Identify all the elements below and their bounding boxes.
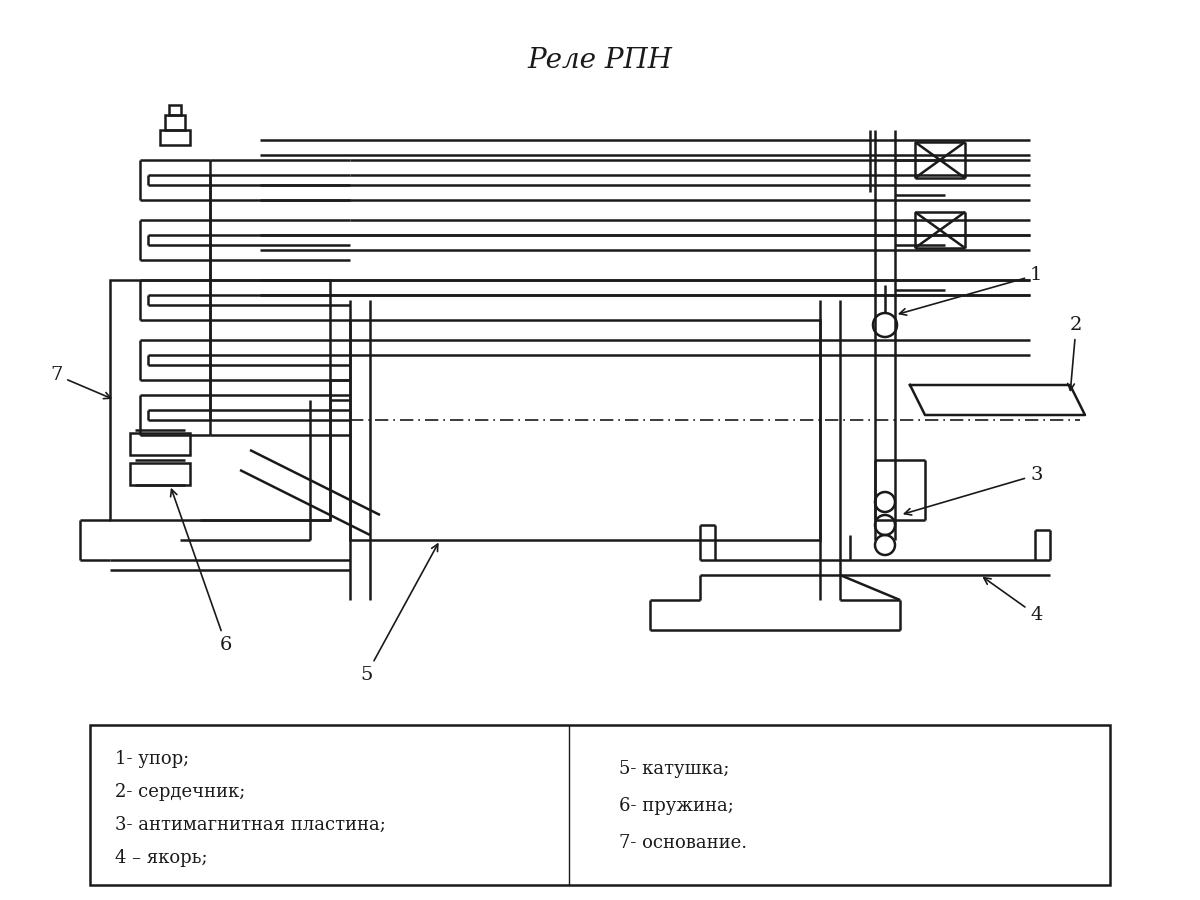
Text: Реле РПН: Реле РПН	[528, 47, 672, 74]
Text: 5: 5	[360, 544, 438, 684]
Text: 1- упор;: 1- упор;	[115, 750, 190, 768]
Text: 7: 7	[50, 366, 110, 399]
Text: 7- основание.: 7- основание.	[619, 834, 748, 852]
Bar	[160, 130, 190, 145]
Text: 4: 4	[984, 578, 1043, 624]
Text: 1: 1	[900, 266, 1043, 315]
Text: 2: 2	[1068, 316, 1082, 391]
Bar	[110, 280, 330, 520]
Bar	[350, 320, 820, 540]
Bar	[166, 115, 185, 130]
Text: 3- антимагнитная пластина;: 3- антимагнитная пластина;	[115, 816, 386, 834]
Text: 3: 3	[905, 466, 1043, 515]
Text: 4 – якорь;: 4 – якорь;	[115, 849, 208, 867]
Text: 2- сердечник;: 2- сердечник;	[115, 783, 245, 801]
Bar	[130, 463, 190, 485]
Text: 6- пружина;: 6- пружина;	[619, 797, 734, 815]
Text: 5- катушка;: 5- катушка;	[619, 760, 730, 778]
Bar	[90, 725, 1110, 885]
Text: 6: 6	[170, 490, 233, 654]
Bar	[130, 433, 190, 455]
Bar	[169, 105, 181, 115]
